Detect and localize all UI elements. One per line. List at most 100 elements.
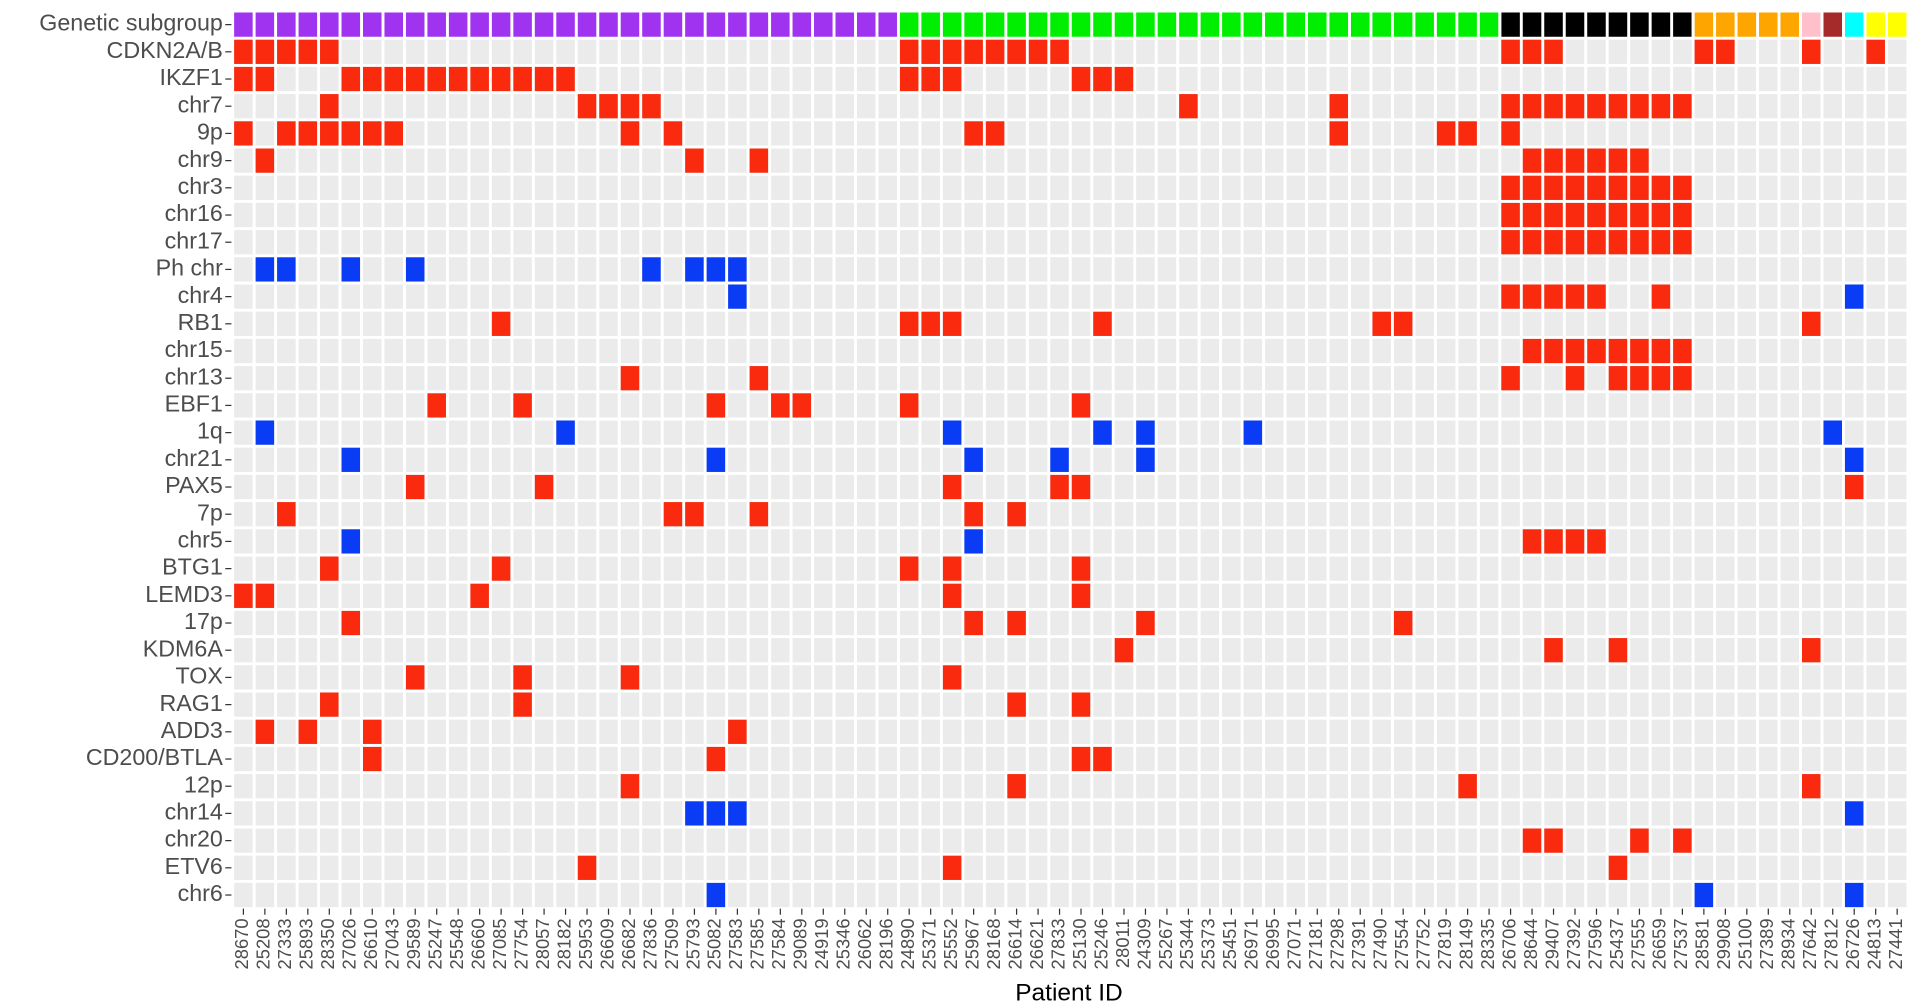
empty-cell bbox=[1522, 121, 1542, 146]
alteration-cell bbox=[320, 121, 339, 146]
empty-cell bbox=[620, 148, 640, 173]
empty-cell bbox=[1050, 502, 1069, 527]
empty-cell bbox=[1844, 311, 1864, 336]
alteration-cell bbox=[405, 66, 425, 92]
empty-cell bbox=[985, 175, 1005, 200]
empty-cell bbox=[1630, 393, 1649, 418]
empty-cell bbox=[405, 366, 425, 391]
empty-cell bbox=[448, 801, 468, 826]
empty-cell bbox=[1694, 556, 1714, 581]
empty-cell bbox=[1093, 719, 1112, 744]
empty-cell bbox=[1329, 882, 1349, 908]
empty-cell bbox=[1179, 284, 1198, 309]
empty-cell bbox=[298, 66, 318, 92]
empty-cell bbox=[1436, 94, 1456, 119]
empty-cell bbox=[1007, 638, 1026, 663]
empty-cell bbox=[1393, 148, 1413, 173]
empty-cell bbox=[985, 366, 1005, 391]
empty-cell bbox=[964, 882, 983, 908]
empty-cell bbox=[878, 529, 897, 554]
empty-cell bbox=[234, 801, 253, 826]
empty-cell bbox=[1479, 665, 1499, 690]
empty-cell bbox=[1200, 338, 1220, 364]
empty-cell bbox=[1415, 39, 1434, 64]
empty-cell bbox=[921, 420, 940, 445]
empty-cell bbox=[1673, 801, 1692, 826]
empty-cell bbox=[405, 148, 425, 173]
empty-cell bbox=[298, 583, 318, 608]
empty-cell bbox=[1200, 474, 1220, 500]
alteration-cell bbox=[1544, 148, 1563, 173]
empty-cell bbox=[255, 474, 275, 500]
empty-cell bbox=[341, 284, 361, 309]
empty-cell bbox=[1050, 66, 1069, 92]
empty-cell bbox=[1136, 338, 1155, 364]
alteration-cell bbox=[1651, 175, 1671, 200]
alteration-cell bbox=[942, 311, 962, 336]
empty-cell bbox=[1222, 583, 1241, 608]
empty-cell bbox=[1565, 665, 1585, 690]
empty-cell bbox=[771, 175, 790, 200]
empty-cell bbox=[1501, 257, 1520, 282]
empty-cell bbox=[835, 638, 855, 663]
empty-cell bbox=[1350, 311, 1370, 336]
empty-cell bbox=[1136, 556, 1155, 581]
row-label: ADD3 bbox=[161, 717, 223, 743]
empty-cell bbox=[1866, 719, 1885, 744]
empty-cell bbox=[620, 202, 640, 228]
empty-cell bbox=[1694, 610, 1714, 636]
empty-cell bbox=[1866, 66, 1885, 92]
empty-cell bbox=[1157, 94, 1177, 119]
empty-cell bbox=[921, 366, 940, 391]
empty-cell bbox=[942, 393, 962, 418]
alteration-cell bbox=[255, 148, 275, 173]
empty-cell bbox=[921, 692, 940, 717]
empty-cell bbox=[362, 393, 382, 418]
empty-cell bbox=[534, 882, 554, 908]
empty-cell bbox=[771, 828, 790, 853]
empty-cell bbox=[685, 284, 704, 309]
empty-cell bbox=[1544, 746, 1563, 772]
empty-cell bbox=[749, 583, 769, 608]
empty-cell bbox=[1393, 257, 1413, 282]
empty-cell bbox=[1565, 556, 1585, 581]
empty-cell bbox=[1887, 121, 1907, 146]
empty-cell bbox=[749, 610, 769, 636]
empty-cell bbox=[1028, 801, 1048, 826]
empty-cell bbox=[878, 66, 897, 92]
empty-cell bbox=[942, 801, 962, 826]
empty-cell bbox=[513, 828, 532, 853]
empty-cell bbox=[1114, 338, 1134, 364]
alteration-cell bbox=[1630, 828, 1649, 853]
empty-cell bbox=[470, 502, 489, 527]
empty-cell bbox=[534, 257, 554, 282]
empty-cell bbox=[749, 801, 769, 826]
empty-cell bbox=[534, 774, 554, 799]
empty-cell bbox=[1479, 502, 1499, 527]
alteration-cell bbox=[1501, 94, 1520, 119]
empty-cell bbox=[1866, 393, 1885, 418]
alteration-cell bbox=[942, 39, 962, 64]
empty-cell bbox=[1479, 148, 1499, 173]
empty-cell bbox=[1801, 882, 1821, 908]
empty-cell bbox=[1780, 175, 1800, 200]
empty-cell bbox=[1179, 638, 1198, 663]
empty-cell bbox=[985, 257, 1005, 282]
empty-cell bbox=[277, 583, 296, 608]
empty-cell bbox=[899, 801, 919, 826]
empty-cell bbox=[1136, 175, 1155, 200]
empty-cell bbox=[1007, 202, 1026, 228]
empty-cell bbox=[1114, 148, 1134, 173]
alteration-cell bbox=[1673, 366, 1692, 391]
empty-cell bbox=[814, 202, 833, 228]
empty-cell bbox=[1222, 39, 1241, 64]
empty-cell bbox=[942, 202, 962, 228]
empty-cell bbox=[491, 529, 511, 554]
empty-cell bbox=[663, 311, 683, 336]
empty-cell bbox=[1823, 94, 1842, 119]
alteration-cell bbox=[985, 121, 1005, 146]
empty-cell bbox=[1801, 474, 1821, 500]
empty-cell bbox=[1544, 882, 1563, 908]
empty-cell bbox=[942, 257, 962, 282]
